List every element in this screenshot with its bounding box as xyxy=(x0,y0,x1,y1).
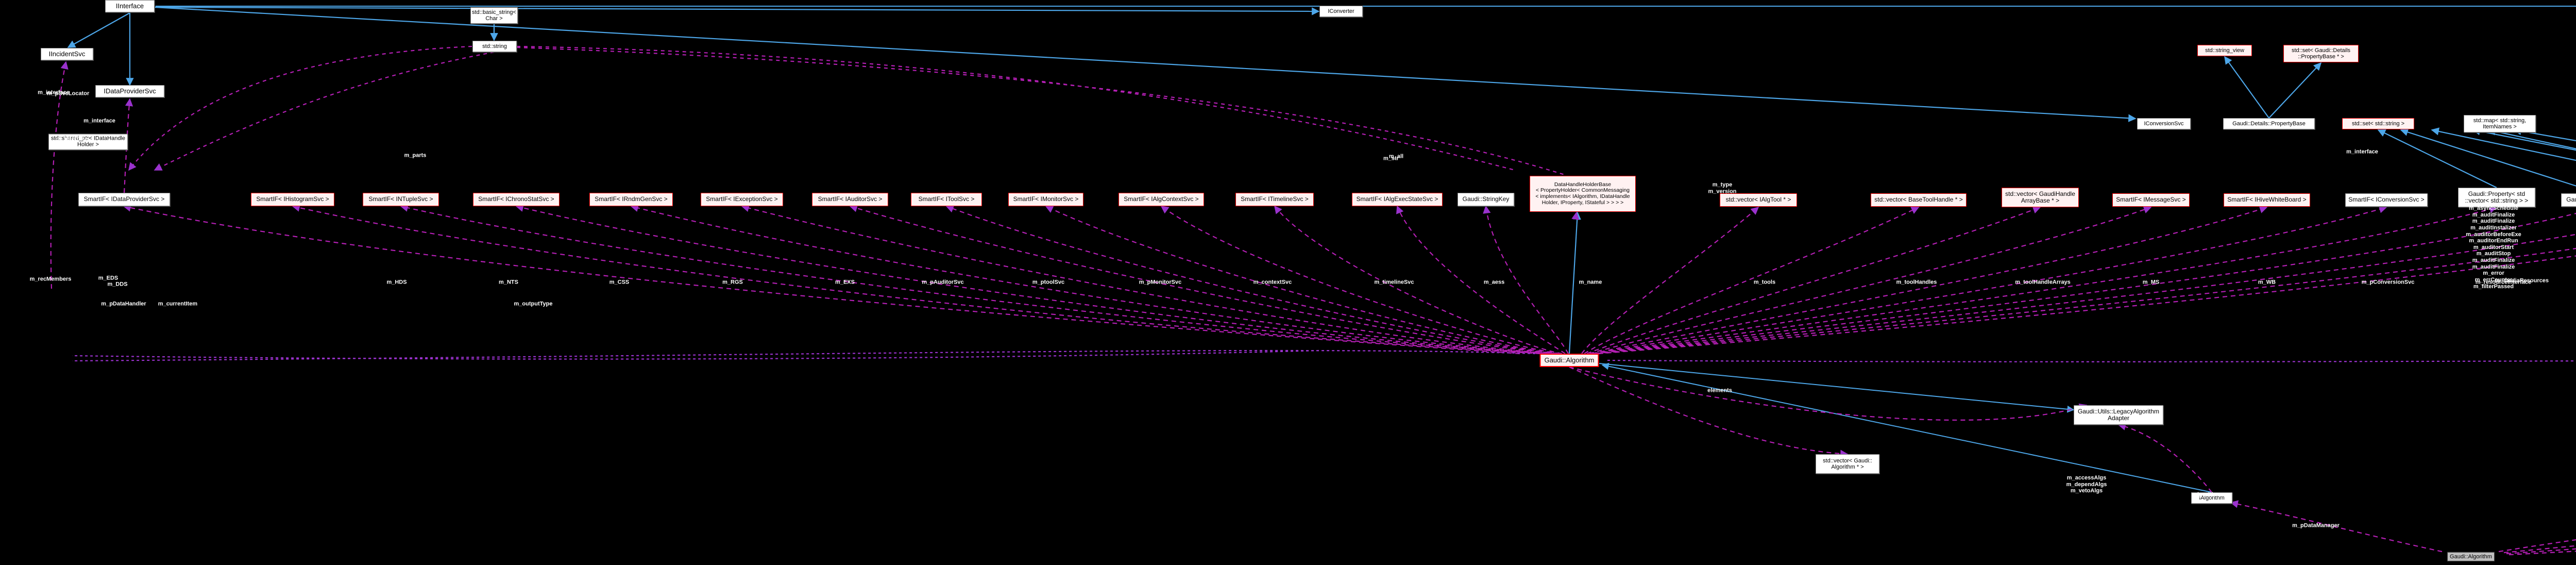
edge-label-l-m_pAuditorSvc: m_pAuditorSvc xyxy=(922,279,964,286)
class-node-std_vector_GaudiAlgorithm[interactable]: std::vector< Gaudi:: Algorithm * > xyxy=(1816,454,1879,474)
class-node-SmartIF_IAuditorSvc[interactable]: SmartIF< IAuditorSvc > xyxy=(812,193,888,206)
edge-label-l-m_WB: m_WB xyxy=(2258,279,2276,286)
class-node-IConverter[interactable]: IConverter xyxy=(1319,6,1363,17)
class-node-GaudiProperty_bool[interactable]: Gaudi::Property< bool > xyxy=(2561,193,2576,207)
edge-label-l-m_ptoolSvc: m_ptoolSvc xyxy=(1032,279,1065,286)
edge-label-l-m_mediaResources: m_mediaResources xyxy=(2495,277,2549,284)
class-node-SmartIF_IHiveWhiteBoard[interactable]: SmartIF< IHiveWhiteBoard > xyxy=(2224,193,2310,207)
edge-label-l-m_EXS: m_EXS xyxy=(835,279,855,286)
class-node-SmartIF_IToolSvc[interactable]: SmartIF< IToolSvc > xyxy=(911,193,982,206)
class-node-SmartIF_IAlgExecStateSvc[interactable]: SmartIF< IAlgExecStateSvc > xyxy=(1352,193,1443,206)
edge-label-l-m_pMonitorSvc: m_pMonitorSvc xyxy=(1139,279,1182,286)
edge-label-l-m_pConversionSvc: m_pConversionSvc xyxy=(2361,279,2415,286)
class-node-std_set_GaudiDetails[interactable]: std::set< Gaudi::Details ::PropertyBase … xyxy=(2283,45,2359,62)
class-node-SmartIF_IChronoStatSvc[interactable]: SmartIF< IChronoStatSvc > xyxy=(473,193,560,206)
edge-label-l-m_all: m_all xyxy=(1388,153,1404,160)
class-node-GaudiDetailsPropertyBase[interactable]: Gaudi::Details::PropertyBase xyxy=(2223,118,2315,129)
usage-edges xyxy=(50,45,2576,556)
edge-label-l-m_resourceInterface: m_resourceInterface xyxy=(2475,279,2532,286)
edge-label-l-m_interface-1: m_interface xyxy=(38,89,70,96)
edge-label-l-m_HDS: m_HDS xyxy=(386,279,407,286)
class-node-std_vector_BaseToolHandle[interactable]: std::vector< BaseToolHandle * > xyxy=(1871,193,1967,207)
class-node-DataHandleHolderBase[interactable]: DataHandleHolderBase < PropertyHolder< C… xyxy=(1530,176,1636,212)
edge-label-l-m_str: m_str xyxy=(1383,155,1399,162)
class-node-GaudiProperty_vector_string[interactable]: Gaudi::Property< std ::vector< std::stri… xyxy=(2458,188,2535,207)
edge-label-l-m_currentItem: m_currentItem xyxy=(158,301,198,307)
edge-label-l-m_CSS: m_CSS xyxy=(609,279,630,286)
class-node-GaudiStringKey[interactable]: Gaudi::StringKey xyxy=(1458,193,1514,206)
edge-label-l-m_recMembers: m_recMembers xyxy=(29,276,72,282)
edge-label-l-m_pDataManager: m_pDataManager xyxy=(2292,522,2340,529)
edge-label-l-m_aess: m_aess xyxy=(1483,279,1505,286)
class-node-SmartIF_IMessageSvc[interactable]: SmartIF< IMessageSvc > xyxy=(2112,193,2190,207)
class-node-SmartIF_IMonitorSvc[interactable]: SmartIF< IMonitorSvc > xyxy=(1008,193,1083,206)
edge-label-l-m_toolHandles: m_toolHandles xyxy=(1896,279,1937,286)
class-node-IIncidentSvc[interactable]: IIncidentSvc xyxy=(41,48,93,60)
class-node-std_basic_string[interactable]: std::basic_string< Char > xyxy=(470,7,518,24)
class-node-std_string_view[interactable]: std::string_view xyxy=(2197,45,2252,56)
edge-label-l-m_EDS: m_EDS xyxy=(98,275,118,281)
class-node-SmartIF_IConversionSvc[interactable]: SmartIF< IConversionSvc > xyxy=(2345,193,2428,207)
edge-label-l-m_toolHandleArrays: m_toolHandleArrays xyxy=(2015,279,2071,286)
edge-label-l-m_name: m_name xyxy=(1579,279,1602,286)
edge-label-l-m_MS: m_MS xyxy=(2142,279,2160,286)
class-node-IInterface[interactable]: IInterface xyxy=(105,0,155,12)
edge-label-l-m_DDS: m_DDS xyxy=(107,281,128,288)
class-node-GaudiAlgorithm[interactable]: Gaudi::Algorithm xyxy=(1539,354,1599,367)
edge-label-l-m_interface-3: m_interface xyxy=(2346,148,2378,155)
edge-label-l-m_parts: m_parts xyxy=(404,152,427,159)
edge-label-l-m_NTS: m_NTS xyxy=(499,279,518,286)
class-node-std_set_string[interactable]: std::set< std::string > xyxy=(2342,118,2414,129)
class-node-SmartIF_IHistogramSvc[interactable]: SmartIF< IHistogramSvc > xyxy=(251,193,334,206)
edge-label-l-m_RGS: m_RGS xyxy=(722,279,743,286)
class-node-SmartIF_ITimelineSvc[interactable]: SmartIF< ITimelineSvc > xyxy=(1235,193,1314,206)
class-node-std_vector_IAlgTool[interactable]: std::vector< IAlgTool * > xyxy=(1720,193,1797,207)
edge-label-l-m_accessAlgs: m_accessAlgs m_dependAlgs m_vetoAlgs xyxy=(2066,475,2107,494)
edge-label-l-m_tools: m_tools xyxy=(1753,279,1776,286)
class-node-IConversionSvc[interactable]: IConversionSvc xyxy=(2137,118,2191,129)
inheritance-edges xyxy=(67,6,2576,493)
class-node-SmartIF_IRndmGenSvc[interactable]: SmartIF< IRndmGenSvc > xyxy=(589,193,673,206)
class-node-SmartIF_INTupleSvc[interactable]: SmartIF< INTupleSvc > xyxy=(363,193,439,206)
class-node-std_map_string[interactable]: std::map< std::string, ItemNames > xyxy=(2464,115,2536,132)
class-node-GaudiAlgorithmBottom[interactable]: Gaudi::Algorithm xyxy=(2447,552,2495,562)
class-node-SmartIF_IAlgContextSvc[interactable]: SmartIF< IAlgContextSvc > xyxy=(1118,193,1204,206)
edge-label-l-m_timelineSvc: m_timelineSvc xyxy=(1374,279,1414,286)
edge-label-l-props-block: m_asyncSchedule m_auditFinalize m_auditF… xyxy=(2466,205,2521,290)
edge-label-l-m_seenByInterface: m_interface xyxy=(56,136,88,142)
edge-label-l-algorithm: algorithm xyxy=(2194,491,2221,498)
class-node-SmartIF_IExceptionSvc[interactable]: SmartIF< IExceptionSvc > xyxy=(701,193,783,206)
edge-label-l-elements: elements xyxy=(1707,387,1732,394)
class-node-std_vector_GaudiHandleArrayBase[interactable]: std::vector< GaudiHandle ArrayBase * > xyxy=(2002,188,2079,207)
class-node-GaudiUtilsLegacyAlgorithmAdapter[interactable]: Gaudi::Utils::LegacyAlgorithm Adapter xyxy=(2074,405,2163,425)
edge-label-l-m_interface-2: m_interface xyxy=(83,118,115,124)
class-node-IDataProviderSvc[interactable]: IDataProviderSvc xyxy=(95,85,164,97)
class-node-IAlgorithm[interactable]: IAlgorithm xyxy=(2191,492,2232,504)
edge-label-l-m_type-m_version: m_type m_version xyxy=(1708,181,1737,194)
edge-label-l-m_contextSvc: m_contextSvc xyxy=(1253,279,1292,286)
edge-label-l-m_outputType: m_outputType xyxy=(514,301,553,307)
edge-label-l-m_ppos: m_pSvcLocator xyxy=(46,90,90,97)
class-node-std_shared_ptr_IDataHandleHolder[interactable]: std::shared_ptr< IDataHandle Holder > xyxy=(48,134,128,150)
class-node-SmartIF_IDataProviderSvc[interactable]: SmartIF< IDataProviderSvc > xyxy=(78,193,170,206)
edge-label-l-m_pDataHandler: m_pDataHandler xyxy=(101,301,146,307)
class-node-std_string[interactable]: std::string xyxy=(472,41,517,52)
